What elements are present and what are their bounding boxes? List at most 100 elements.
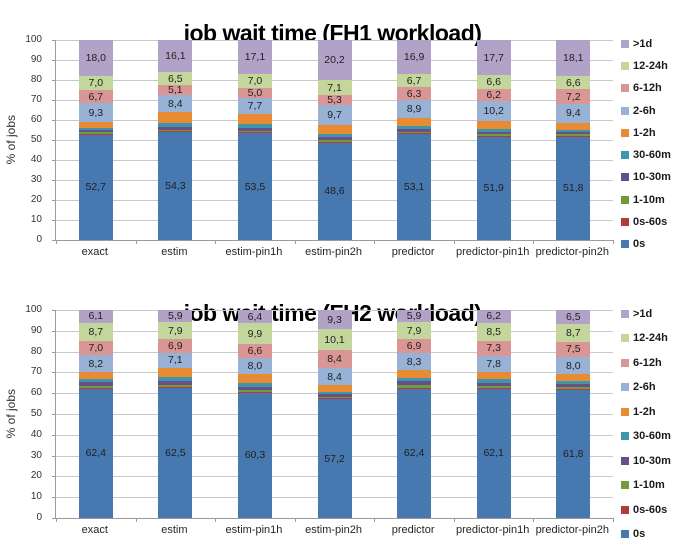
segment->1d: 18,0: [78, 40, 113, 76]
bar-cell: 61,8 8,0 7,5 8,7 6,5: [533, 310, 613, 518]
category-label: predictor-pin1h: [455, 524, 530, 536]
segment-0s-60s: [158, 130, 193, 132]
data-label: 62,4: [403, 446, 425, 459]
legend-label: >1d: [633, 38, 653, 50]
x-tick-mark: [215, 240, 217, 244]
data-label: 6,1: [88, 310, 104, 323]
segment-6-12h: 6,9: [397, 338, 432, 354]
data-label: 8,3: [406, 355, 422, 368]
segment->1d: 18,1: [556, 40, 591, 77]
category-label: estim-pin2h: [305, 246, 362, 258]
data-label: 6,2: [486, 88, 501, 101]
segment-12-24h: 8,7: [78, 322, 113, 341]
segment-0s-60s: [317, 141, 352, 143]
legend-item-30-60m: 30-60m: [621, 149, 685, 161]
data-label: 6,9: [168, 339, 183, 352]
data-label: 51,9: [483, 181, 504, 194]
segment-30-60m: [556, 129, 591, 133]
legend-label: 0s: [633, 527, 646, 540]
category-label: predictor: [391, 524, 435, 536]
y-axis-tick-labels: 0 10 20 30 40 50 60 70 80 90 100: [0, 305, 50, 523]
data-label: 62,4: [85, 446, 106, 459]
y-tick-label: 50: [30, 134, 42, 145]
segment-10-30m: [556, 383, 591, 387]
data-label: 62,5: [165, 446, 186, 459]
segment-10-30m: [397, 129, 432, 132]
legend-swatch: [621, 40, 629, 48]
segment-6-12h: 7,0: [78, 340, 113, 356]
x-tick-mark: [294, 240, 296, 244]
segment-1-2h: [158, 367, 193, 377]
segment-1-10m: [476, 386, 511, 389]
segment-12-24h: 7,0: [78, 76, 113, 90]
y-tick-label: 60: [30, 387, 42, 399]
segment-1-2h: [397, 117, 432, 126]
category-label: estim-pin2h: [305, 524, 362, 536]
legend-item-6-12h: 6-12h: [621, 357, 685, 369]
segment-10-30m: [556, 132, 591, 135]
segment-1-10m: [556, 134, 591, 136]
segment-1-10m: [317, 396, 352, 398]
legend-label: 1-2h: [633, 126, 656, 139]
legend-item-1-10m: 1-10m: [621, 194, 685, 206]
y-tick-label: 0: [36, 234, 42, 245]
segment-6-12h: 6,3: [397, 87, 432, 100]
legend: >1d 12-24h 6-12h 2-6h 1-2h 30-60m 10-30m 1-10m 0…: [621, 38, 685, 250]
category-label: estim: [161, 524, 188, 536]
x-tick-mark: [374, 518, 376, 522]
y-tick-mark: [52, 455, 56, 457]
x-tick-mark: [453, 240, 455, 244]
segment->1d: 6,2: [476, 310, 511, 323]
segment-30-60m: [317, 133, 352, 137]
legend-swatch: [621, 84, 629, 93]
segment-12-24h: 6,6: [556, 76, 591, 90]
legend-swatch: [621, 407, 629, 416]
segment-1-10m: [317, 139, 352, 142]
segment-10-30m: [317, 394, 352, 397]
segment-0s: 62,4: [397, 388, 432, 518]
data-label: 7,7: [247, 99, 263, 112]
segment-0s: 54,3: [158, 131, 193, 240]
legend-swatch: [621, 358, 629, 367]
y-tick-mark: [52, 310, 56, 311]
segment-30-60m: [78, 379, 113, 383]
legend-item-0s: 0s: [621, 238, 685, 250]
segment-30-60m: [476, 129, 511, 132]
data-label: 17,1: [244, 50, 266, 63]
segment-2-6h: 8,4: [317, 367, 352, 386]
y-tick-mark: [52, 414, 56, 415]
segment-0s-60s: [237, 132, 272, 133]
segment->1d: 17,7: [476, 40, 511, 76]
data-label: 7,8: [486, 357, 501, 370]
bar-cell: 62,1 7,8 7,3 8,5 6,2: [454, 310, 534, 518]
segment-2-6h: 7,1: [158, 353, 193, 368]
data-label: 7,2: [565, 90, 581, 103]
segment-1-2h: [158, 112, 193, 123]
legend-label: 10-30m: [633, 454, 671, 467]
data-label: 51,8: [563, 181, 584, 194]
segment-1-2h: [237, 113, 272, 124]
bar-predictor: 62,4 8,3 6,9 7,9 5,9: [397, 310, 432, 518]
legend-swatch: [621, 529, 629, 538]
legend-swatch: [621, 195, 629, 204]
segment->1d: 6,1: [78, 310, 113, 323]
bar-cell: 62,4 8,3 6,9 7,9 5,9: [374, 310, 454, 518]
segment-2-6h: 8,0: [237, 357, 272, 375]
bar-cell: 57,2 8,4 8,4 10,1 9,3: [295, 310, 375, 518]
data-label: 52,7: [85, 181, 106, 194]
segment-10-30m: [158, 381, 193, 386]
segment-0s: 52,7: [78, 134, 113, 240]
data-label: 8,4: [327, 370, 342, 383]
data-label: 8,9: [406, 102, 422, 115]
data-label: 9,9: [247, 327, 263, 340]
bar-estim-pin1h: 60,3 8,0 6,6 9,9 6,4: [237, 310, 272, 518]
x-tick-mark: [135, 240, 137, 244]
segment-30-60m: [158, 122, 193, 127]
data-label: 20,2: [324, 53, 345, 66]
legend-item-6-12h: 6-12h: [621, 82, 685, 94]
legend-item-2-6h: 2-6h: [621, 105, 685, 117]
segment-10-30m: [237, 386, 272, 391]
segment-12-24h: 8,7: [556, 323, 591, 342]
bars: 52,7 9,3 6,7 7,0 18,0 54,3 8,4 5,1 6,5 16,1 53,5 7,…: [56, 40, 613, 240]
segment-6-12h: 6,2: [476, 88, 511, 101]
